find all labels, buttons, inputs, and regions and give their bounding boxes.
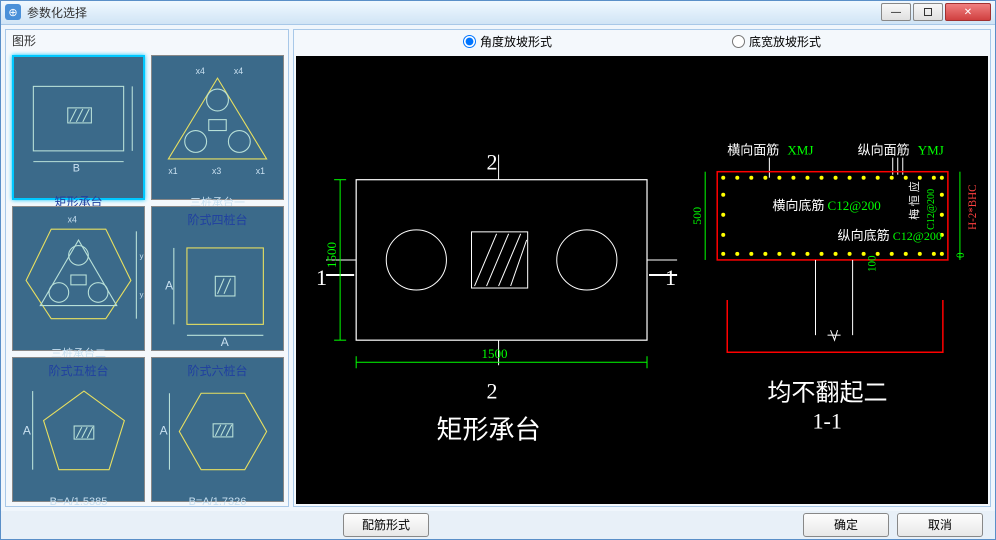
radio-width-slope[interactable]: 底宽放坡形式 — [732, 33, 821, 50]
footer-buttons: 配筋形式 确定 取消 — [1, 511, 995, 539]
app-icon: ⊕ — [5, 4, 21, 20]
left-title: 矩形承台 — [436, 415, 540, 444]
shape-gallery-panel: 图形 B — [5, 29, 289, 507]
lbl-mid: 横向底筋 — [772, 197, 824, 212]
thumb-canvas: x4 y1 y2 — [13, 207, 144, 343]
dim-width: 1500 — [482, 346, 509, 361]
thumb-sublabel: B=A/1.7326 — [152, 494, 283, 506]
svg-text:A: A — [165, 278, 173, 292]
thumb-step-4[interactable]: 阶式四桩台 A A — [151, 206, 284, 351]
thumb-sublabel: B=A/1.5385 — [13, 494, 144, 506]
cad-preview: 2 2 1 1 — [296, 56, 988, 504]
lbl-bot-val: C12@200 — [893, 228, 942, 242]
dim-top: 2 — [487, 149, 498, 174]
lbl-bot: 纵向底筋 — [838, 227, 890, 242]
radio-width-input[interactable] — [732, 35, 745, 48]
thumb-canvas: A A — [152, 207, 283, 350]
right-title2: 1-1 — [812, 408, 841, 433]
lbl-top-left: 横向面筋 — [727, 142, 779, 157]
lbl-top-left-val: XMJ — [787, 142, 813, 157]
svg-text:x4: x4 — [68, 214, 77, 224]
svg-text:x4: x4 — [196, 65, 205, 75]
rebar-config-button[interactable]: 配筋形式 — [343, 513, 429, 537]
radio-angle-input[interactable] — [463, 35, 476, 48]
lbl-top-right: 纵向面筋 — [858, 142, 910, 157]
svg-text:A: A — [160, 423, 168, 437]
dim-right: 1 — [665, 265, 676, 290]
radio-label: 角度放坡形式 — [480, 33, 552, 50]
dim-bottom: 2 — [487, 378, 498, 403]
svg-text:x4: x4 — [234, 65, 243, 75]
svg-text:x3: x3 — [212, 166, 221, 176]
gallery-label: 图形 — [6, 30, 288, 51]
dim-height: 1500 — [324, 241, 339, 268]
dim-v: 100 — [867, 255, 879, 272]
svg-text:x1: x1 — [168, 166, 177, 176]
thumb-tri-cap-1[interactable]: x4 x4 x1 x3 x1 三桩承台一 — [151, 55, 284, 200]
svg-text:A: A — [23, 423, 31, 437]
svg-text:x1: x1 — [256, 166, 265, 176]
maximize-button[interactable] — [913, 3, 943, 21]
ok-button[interactable]: 确定 — [803, 513, 889, 537]
svg-text:y2: y2 — [140, 289, 144, 298]
client-area: 图形 B — [1, 25, 995, 511]
dim-h: 500 — [690, 206, 704, 224]
thumbnail-grid: B 矩形承台 x4 — [6, 51, 288, 506]
svg-text:B: B — [73, 162, 80, 174]
window-controls: — ✕ — [881, 3, 991, 21]
lbl-side-red: H-2*BHC — [967, 184, 979, 229]
svg-text:y1: y1 — [140, 251, 144, 260]
cancel-button[interactable]: 取消 — [897, 513, 983, 537]
slope-mode-radios: 角度放坡形式 底宽放坡形式 — [294, 30, 990, 54]
main-window: ⊕ 参数化选择 — ✕ 图形 — [0, 0, 996, 540]
right-title1: 均不翻起二 — [767, 379, 887, 406]
svg-text:A: A — [221, 335, 229, 349]
titlebar: ⊕ 参数化选择 — ✕ — [1, 1, 995, 25]
close-button[interactable]: ✕ — [945, 3, 991, 21]
window-title: 参数化选择 — [27, 4, 881, 21]
radio-angle-slope[interactable]: 角度放坡形式 — [463, 33, 552, 50]
radio-label: 底宽放坡形式 — [749, 33, 821, 50]
thumb-canvas: A — [13, 358, 144, 494]
thumb-tri-cap-2[interactable]: x4 y1 y2 三桩承台二 — [12, 206, 145, 351]
thumb-step-5[interactable]: 阶式五桩台 A B=A/1.5385 — [12, 357, 145, 502]
thumb-canvas: B — [14, 57, 143, 191]
thumb-step-6[interactable]: 阶式六桩台 A B=A/1.7326 — [151, 357, 284, 502]
lbl-side-vert: 梅 恒 应 — [907, 181, 921, 220]
thumb-canvas: x4 x4 x1 x3 x1 — [152, 56, 283, 192]
minimize-button[interactable]: — — [881, 3, 911, 21]
preview-panel: 角度放坡形式 底宽放坡形式 — [293, 29, 991, 507]
thumb-rect-cap[interactable]: B 矩形承台 — [12, 55, 145, 200]
lbl-mid-val: C12@200 — [828, 197, 882, 212]
thumb-canvas: A — [152, 358, 283, 494]
svg-text:0: 0 — [955, 252, 967, 258]
lbl-top-right-val: YMJ — [918, 142, 944, 157]
lbl-side-val: C12@200 — [926, 188, 937, 229]
